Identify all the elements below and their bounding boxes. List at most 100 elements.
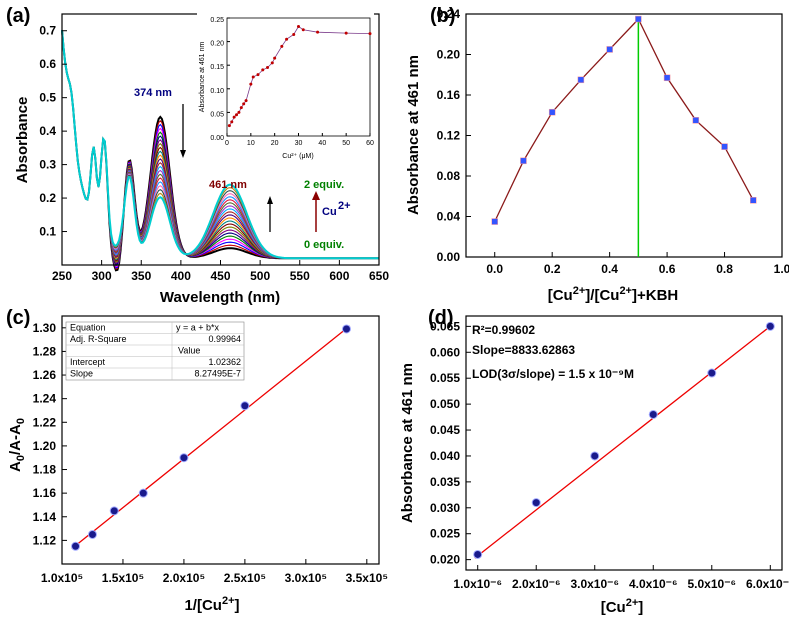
d-annotation-lod: LOD(3σ/slope) = 1.5 x 10⁻⁹M [472,367,634,381]
a-xtick-label: 550 [290,269,310,283]
inset-point [251,75,255,79]
d-ytick-label: 0.050 [430,397,460,411]
d-xtick-label: 6.0x10⁻⁶ [746,577,789,591]
d-xlabel-1: [Cu [601,599,626,616]
panel-a: (a) 250 300 350 400 450 500 550 600 6500.10.20.3… [6,5,389,306]
inset-ticks: 0 10 20 30 40 50 60 0.00 0.05 0.10 0.15 0.20 0.25 [210,17,374,147]
d-xlabel-sup: 2+ [626,597,639,609]
fit-table-frame [65,321,245,381]
d-xlabel-2: ] [638,599,643,616]
panel-d-frame [465,315,783,571]
inset-point [239,106,243,110]
d-data-point [765,321,775,331]
d-data-point [531,498,541,508]
inset-ytick-label: 0.15 [210,64,224,71]
d-fit-line [474,324,772,559]
d-ytick-label: 0.030 [430,501,460,515]
inset-xtick-label: 60 [366,140,374,147]
panel-a-ylabel: Absorbance [14,97,31,184]
inset-point [280,44,284,48]
c-data-point [71,541,81,551]
panel-d-ylabel: Absorbance at 461 nm [399,363,416,523]
increase-arrowhead [267,196,273,204]
c-ytick-label: 1.28 [33,344,57,358]
c-ytick-label: 1.24 [33,392,57,406]
d-data-point [648,409,658,419]
panel-d-plot [473,321,775,559]
d-annotation-r2: R²=0.99602 [472,323,535,337]
a-ytick-label: 0.3 [39,158,56,172]
c-ytick-label: 1.26 [33,368,57,382]
d-ytick-label: 0.025 [430,527,460,541]
c-ytick-label: 1.14 [33,510,57,524]
job-plot-point [491,218,498,225]
job-plot-point [520,157,527,165]
fit-table-value: Value [178,346,200,356]
c-xlabel-sup: 2+ [222,595,235,607]
inset-point [285,37,289,41]
inset-xtick-label: 50 [342,140,350,147]
inset-xlabel: Cu²⁺ (μM) [282,153,313,160]
a-xtick-label: 400 [171,269,191,283]
c-ytick-label: 1.12 [33,533,57,547]
annotation-461nm: 461 nm [209,179,247,191]
a-ytick-label: 0.2 [39,191,56,205]
b-ytick-label: 0.08 [437,169,461,183]
b-ytick-label: 0.12 [437,129,461,143]
a-xtick-label: 450 [210,269,230,283]
d-ytick-label: 0.040 [430,449,460,463]
b-xlabel-3: ]+KBH [632,287,678,304]
panel-c-plot [71,324,351,551]
inset-point [301,28,305,32]
job-plot-point [663,74,671,82]
d-data-point [707,368,717,378]
panel-a-xlabel: Wavelength (nm) [160,289,280,306]
a-ytick-label: 0.1 [39,225,56,239]
d-xtick-label: 4.0x10⁻⁶ [629,577,678,591]
b-xtick-label: 0.6 [659,262,676,276]
inset-point [237,110,241,114]
inset-point [273,56,277,60]
inset-point [249,82,253,86]
c-data-point [109,506,119,516]
c-xlabel-1: 1/[Cu [184,597,222,614]
b-xtick-label: 0.2 [544,262,561,276]
job-plot-point [548,108,556,116]
d-xtick-label: 3.0x10⁻⁶ [570,577,619,591]
inset-xtick-label: 0 [225,140,229,147]
panel-a-inset: 0 10 20 30 40 50 60 0.00 0.05 0.10 0.15 0.20 0.25 Cu… [197,12,374,162]
panel-c-label: (c) [6,307,30,329]
c-ytick-label: 1.18 [33,463,57,477]
a-ytick-label: 0.5 [39,91,56,105]
inset-point [227,124,231,128]
inset-xtick-label: 10 [247,140,255,147]
panel-a-spectra [61,30,379,272]
b-xlabel-sup1: 2+ [573,285,586,297]
fit-table: Equation y = a + b*x Adj. R-Square 0.99964 V… [65,321,245,381]
c-data-point [179,453,189,463]
panel-c: (c) 1.0x10⁵ 1.5x10⁵ 2.0x10⁵ 2.5x10⁵ 3.0x10⁵ 3… [6,307,388,614]
b-ytick-label: 0.20 [437,48,461,62]
c-xtick-label: 2.0x10⁵ [163,571,205,585]
d-xtick-label: 1.0x10⁻⁶ [453,577,502,591]
inset-point [230,120,234,124]
inset-point [244,99,248,103]
fit-table-key: Adj. R-Square [70,334,127,344]
c-data-point [138,488,148,498]
annotation-374nm: 374 nm [134,87,172,99]
c-xtick-label: 2.5x10⁵ [224,571,266,585]
a-ytick-label: 0.6 [39,57,56,71]
c-xtick-label: 3.0x10⁵ [285,571,327,585]
inset-point [242,102,246,106]
a-xtick-label: 600 [329,269,349,283]
a-xtick-label: 500 [250,269,270,283]
b-xtick-label: 0.8 [716,262,733,276]
inset-point [261,68,265,72]
d-ytick-label: 0.055 [430,371,460,385]
inset-background [197,12,374,162]
inset-point [292,33,296,37]
b-xtick-label: 0.4 [601,262,618,276]
panel-c-ylabel: A0/A-A0 [7,418,27,472]
fit-table-value: 8.27495E-7 [194,369,241,379]
